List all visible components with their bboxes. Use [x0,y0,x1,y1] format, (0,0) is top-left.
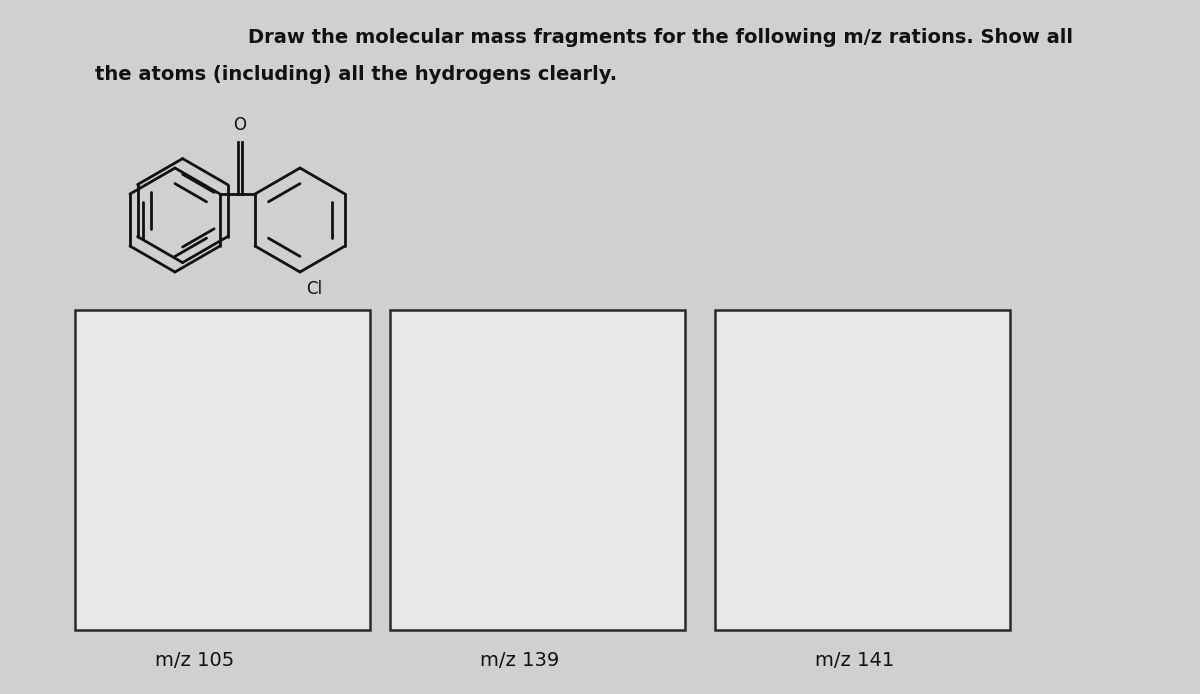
Text: m/z 139: m/z 139 [480,650,559,670]
Text: Cl: Cl [306,280,322,298]
Bar [390,310,685,630]
Text: O: O [233,116,246,134]
Text: Draw the molecular mass fragments for the following m/z rations. Show all: Draw the molecular mass fragments for th… [247,28,1073,47]
Bar [74,310,370,630]
Text: m/z 105: m/z 105 [155,650,235,670]
Text: the atoms (including) all the hydrogens clearly.: the atoms (including) all the hydrogens … [95,65,617,84]
Text: m/z 141: m/z 141 [815,650,895,670]
Bar [715,310,1010,630]
